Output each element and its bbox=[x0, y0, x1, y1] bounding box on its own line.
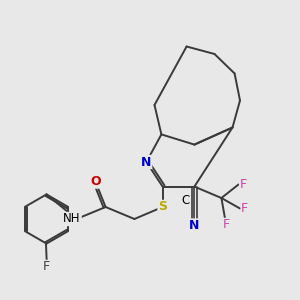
Text: N: N bbox=[141, 155, 152, 169]
Text: F: F bbox=[222, 218, 230, 232]
Text: F: F bbox=[43, 260, 50, 274]
Text: N: N bbox=[189, 219, 200, 232]
Text: F: F bbox=[240, 178, 247, 191]
Text: C: C bbox=[181, 194, 190, 208]
Text: O: O bbox=[90, 175, 101, 188]
Text: F: F bbox=[241, 202, 248, 215]
Text: NH: NH bbox=[63, 212, 81, 226]
Text: H: H bbox=[72, 212, 81, 226]
Text: S: S bbox=[158, 200, 167, 214]
